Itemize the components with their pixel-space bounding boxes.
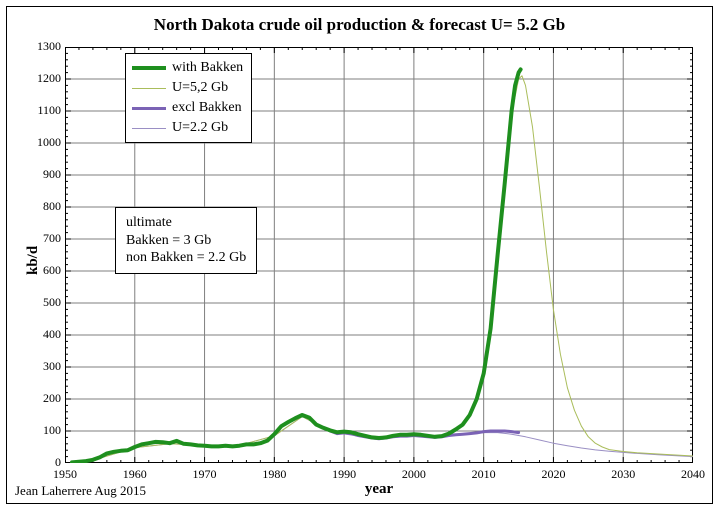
y-tick-label: 1300	[27, 39, 61, 54]
chart-frame: North Dakota crude oil production & fore…	[6, 6, 713, 504]
y-tick-label: 900	[27, 167, 61, 182]
legend-label: U=5,2 Gb	[172, 80, 228, 96]
attribution-text: Jean Laherrere Aug 2015	[15, 483, 146, 499]
y-tick-label: 800	[27, 199, 61, 214]
y-tick-label: 0	[27, 455, 61, 470]
y-tick-label: 700	[27, 231, 61, 246]
y-tick-label: 100	[27, 423, 61, 438]
legend-item: U=5,2 Gb	[132, 78, 243, 98]
annotation-textbox: ultimateBakken = 3 Gbnon Bakken = 2.2 Gb	[115, 207, 257, 274]
y-tick-label: 500	[27, 295, 61, 310]
y-tick-label: 300	[27, 359, 61, 374]
legend-item: U=2.2 Gb	[132, 118, 243, 138]
legend: with Bakken U=5,2 Gb excl Bakken U=2.2 Gb	[125, 53, 252, 143]
y-tick-label: 1100	[27, 103, 61, 118]
chart-title: North Dakota crude oil production & fore…	[7, 15, 712, 35]
legend-label: with Bakken	[172, 60, 243, 76]
y-tick-label: 200	[27, 391, 61, 406]
legend-item: excl Bakken	[132, 98, 243, 118]
x-tick-label: 2040	[681, 467, 705, 482]
annotation-line: Bakken = 3 Gb	[126, 232, 246, 250]
y-tick-label: 1200	[27, 71, 61, 86]
legend-swatch	[132, 107, 166, 110]
legend-item: with Bakken	[132, 58, 243, 78]
legend-swatch	[132, 66, 166, 70]
x-tick-label: 1960	[123, 467, 147, 482]
legend-label: U=2.2 Gb	[172, 120, 228, 136]
annotation-line: non Bakken = 2.2 Gb	[126, 249, 246, 267]
x-tick-label: 1990	[332, 467, 356, 482]
x-tick-label: 1980	[262, 467, 286, 482]
x-axis-label: year	[65, 481, 693, 498]
x-tick-label: 2020	[541, 467, 565, 482]
x-tick-label: 2000	[402, 467, 426, 482]
legend-swatch	[132, 88, 166, 89]
x-tick-label: 2010	[472, 467, 496, 482]
annotation-line: ultimate	[126, 214, 246, 232]
y-tick-label: 400	[27, 327, 61, 342]
x-tick-label: 1970	[193, 467, 217, 482]
y-tick-label: 600	[27, 263, 61, 278]
legend-swatch	[132, 128, 166, 129]
legend-label: excl Bakken	[172, 100, 242, 116]
x-tick-label: 2030	[611, 467, 635, 482]
y-tick-label: 1000	[27, 135, 61, 150]
